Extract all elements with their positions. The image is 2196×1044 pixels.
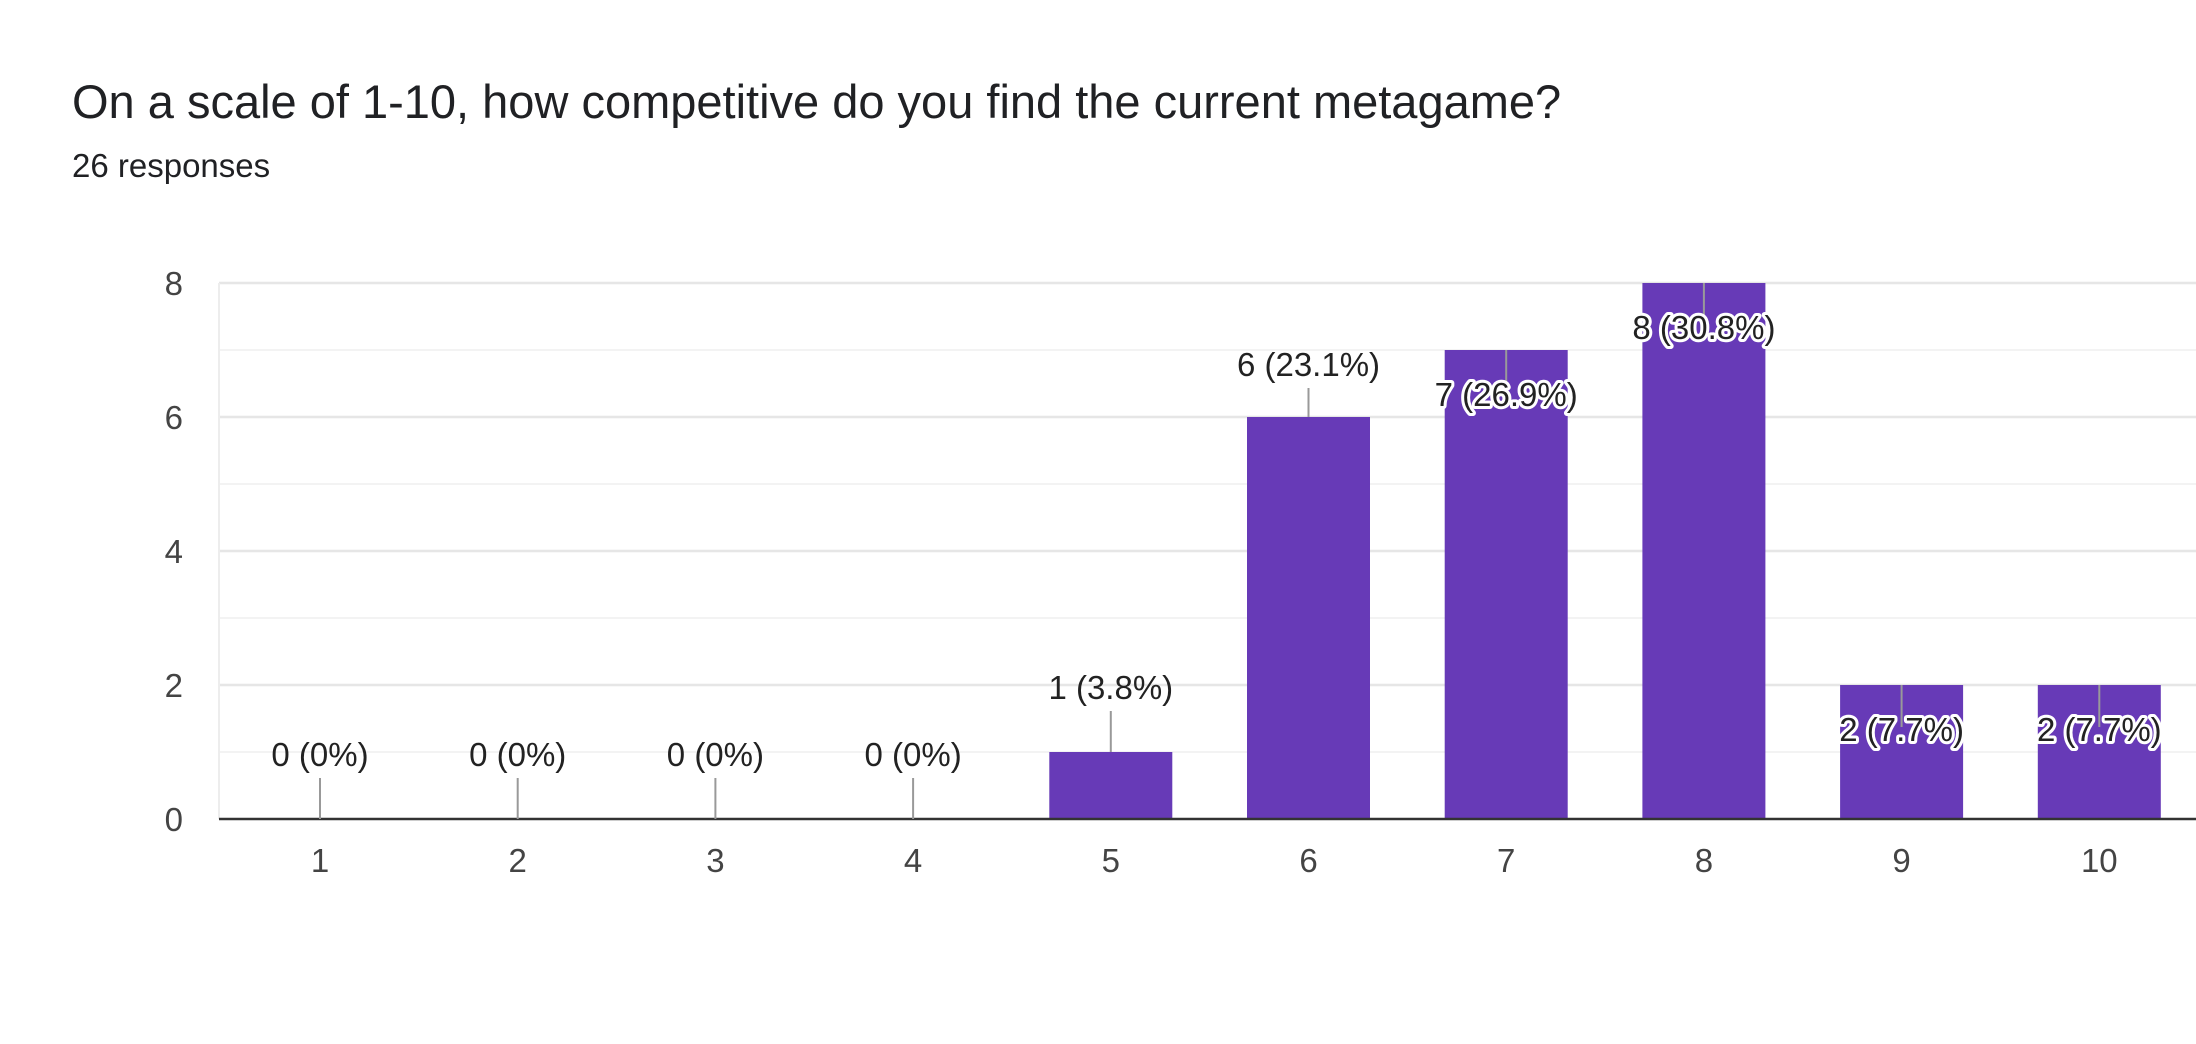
bar [1642, 283, 1766, 819]
y-tick-label: 8 [165, 265, 183, 302]
data-label: 2 (7.7%) [2037, 711, 2162, 748]
x-tick-label: 8 [1695, 842, 1713, 879]
gridlines [218, 281, 2196, 819]
data-label: 6 (23.1%) [1237, 346, 1380, 383]
x-tick-label: 6 [1299, 842, 1317, 879]
data-label: 0 (0%) [271, 736, 368, 773]
bar [1444, 350, 1568, 819]
x-tick-label: 1 [311, 842, 329, 879]
x-tick-label: 5 [1102, 842, 1120, 879]
y-tick-label: 0 [165, 801, 183, 838]
data-label: 8 (30.8%) [1632, 309, 1775, 346]
data-label: 0 (0%) [864, 736, 961, 773]
x-tick-label: 4 [904, 842, 922, 879]
chart-title: On a scale of 1-10, how competitive do y… [72, 75, 1562, 128]
data-label: 1 (3.8%) [1048, 669, 1173, 706]
x-tick-label: 9 [1892, 842, 1910, 879]
y-tick-label: 6 [165, 399, 183, 436]
x-tick-label: 7 [1497, 842, 1515, 879]
x-tick-label: 3 [706, 842, 724, 879]
data-label: 0 (0%) [667, 736, 764, 773]
y-tick-label: 2 [165, 667, 183, 704]
response-count: 26 responses [72, 147, 271, 184]
data-label: 7 (26.9%) [1435, 376, 1578, 413]
bars [1049, 283, 2161, 819]
data-label: 2 (7.7%) [1839, 711, 1964, 748]
bar [1247, 417, 1370, 819]
data-label: 0 (0%) [469, 736, 566, 773]
bar [1049, 752, 1173, 819]
x-tick-label: 10 [2081, 842, 2118, 879]
x-tick-label: 2 [509, 842, 527, 879]
y-tick-label: 4 [165, 533, 183, 570]
data-labels: 0 (0%) 0 (0%) 0 (0%) 0 (0%) 1 (3.8%) 6 (23.1%… [271, 283, 2165, 819]
axes: 0 2 4 6 8 1 2 3 4 5 6 7 8 9 10 [165, 265, 2196, 879]
